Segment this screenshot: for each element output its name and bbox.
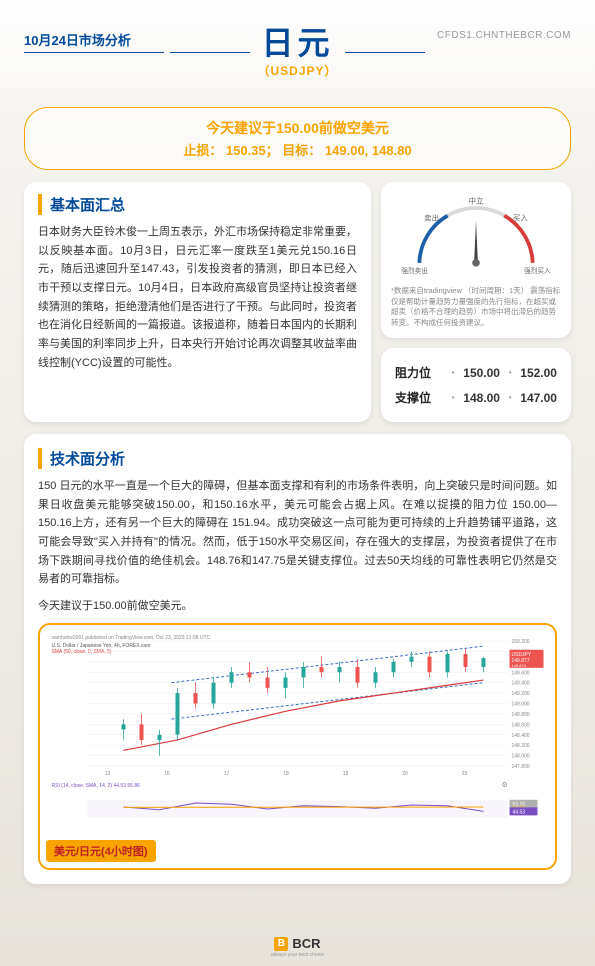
svg-text:148.600: 148.600	[512, 722, 530, 728]
svg-text:148.000: 148.000	[512, 754, 530, 760]
svg-text:samhohw2001 published on Tradi: samhohw2001 published on TradingView.com…	[52, 635, 211, 641]
svg-text:17: 17	[224, 771, 230, 777]
fundamental-card: 基本面汇总 日本财务大臣铃木俊一上周五表示，外汇市场保持稳定非常重要，以反映基本…	[24, 182, 371, 422]
svg-text:149.000: 149.000	[512, 702, 530, 708]
support-val-1: 148.00	[463, 391, 500, 405]
header: 10月24日市场分析 日元 （USDJPY） CFDS1.CHNTHEBCR.C…	[0, 0, 595, 87]
gauge-neutral-arc	[448, 208, 505, 216]
technical-summary: 今天建议于150.00前做空美元。	[38, 597, 557, 613]
gauge-label-neutral: 中立	[468, 195, 484, 205]
date-underline	[24, 52, 164, 53]
levels-card: 阻力位 • 150.00 • 152.00 支撑位 • 148.00 • 147…	[381, 348, 571, 422]
footer-logo: B BCR	[274, 936, 320, 951]
title-line-right	[345, 52, 425, 53]
svg-text:148.800: 148.800	[512, 712, 530, 718]
resistance-label: 阻力位	[395, 364, 443, 381]
gauge-label-buy: 买入	[513, 213, 529, 222]
svg-text:20: 20	[402, 771, 408, 777]
recommendation-line2: 止损： 150.35； 目标： 149.00, 148.80	[41, 140, 554, 159]
footer-sub: always your best choice	[0, 952, 595, 958]
fundamental-title: 基本面汇总	[38, 194, 357, 215]
svg-text:149.600: 149.600	[512, 670, 530, 676]
title-main: 日元	[198, 18, 398, 64]
gauge-label-strongsell: 强烈卖出	[401, 266, 427, 275]
dot: •	[452, 368, 455, 377]
chart-label-box: 美元/日元(4小时图)	[46, 840, 156, 862]
title-line-left	[170, 52, 250, 53]
support-val-2: 147.00	[520, 391, 557, 405]
mid-row: 基本面汇总 日本财务大臣铃木俊一上周五表示，外汇市场保持稳定非常重要，以反映基本…	[0, 182, 595, 422]
footer-icon: B	[274, 937, 288, 951]
support-row: 支撑位 • 148.00 • 147.00	[395, 385, 557, 410]
gauge-label-strongbuy: 强烈买入	[524, 266, 551, 275]
gauge-card: 中立 卖出 买入 强烈卖出 强烈买入 *数据来自tradingview （时间周…	[381, 182, 571, 338]
svg-text:18: 18	[283, 771, 289, 777]
gauge-buy-arc	[504, 216, 532, 263]
dot: •	[509, 393, 512, 402]
svg-text:RSI (14, close, SMA, 14, 2) 4: RSI (14, close, SMA, 14, 2) 44.53 55.86	[52, 783, 141, 789]
svg-text:⚙: ⚙	[502, 781, 508, 789]
chart-label: 美元/日元(4小时图)	[54, 846, 148, 858]
right-column: 中立 卖出 买入 强烈卖出 强烈买入 *数据来自tradingview （时间周…	[381, 182, 571, 422]
technical-body: 150 日元的水平一直是一个巨大的障碍，但基本面支撑和有利的市场条件表明，向上突…	[38, 477, 557, 589]
title-sub: （USDJPY）	[198, 62, 398, 79]
gauge-svg: 中立 卖出 买入 强烈卖出 强烈买入	[391, 192, 561, 277]
source-url: CFDS1.CHNTHEBCR.COM	[437, 30, 571, 41]
dot: •	[509, 368, 512, 377]
gauge-sell-arc	[419, 216, 447, 263]
svg-text:149.400: 149.400	[512, 681, 530, 687]
svg-text:16: 16	[164, 771, 170, 777]
price-chart: samhohw2001 published on TradingView.com…	[46, 631, 549, 831]
gauge-note: *数据来自tradingview （时间周期：1天） 震荡指标仅是帮助计量趋势力…	[391, 286, 561, 328]
footer: B BCR always your best choice	[0, 933, 595, 958]
title-block: 日元 （USDJPY）	[198, 18, 398, 79]
resistance-row: 阻力位 • 150.00 • 152.00	[395, 360, 557, 385]
gauge-needle	[474, 220, 478, 263]
svg-text:SMA (50, close, 0, SMA, 5): SMA (50, close, 0, SMA, 5)	[52, 649, 112, 655]
svg-text:147.800: 147.800	[512, 764, 530, 770]
svg-text:13: 13	[105, 771, 111, 777]
chart-wrap: samhohw2001 published on TradingView.com…	[38, 623, 557, 870]
svg-text:150.200: 150.200	[512, 639, 530, 645]
technical-title: 技术面分析	[38, 448, 557, 469]
resistance-val-2: 152.00	[520, 366, 557, 380]
recommendation-line1: 今天建议于150.00前做空美元	[41, 118, 554, 138]
gauge-pivot	[472, 259, 480, 267]
technical-card: 技术面分析 150 日元的水平一直是一个巨大的障碍，但基本面支撑和有利的市场条件…	[24, 434, 571, 884]
gauge-label-sell: 卖出	[424, 212, 439, 222]
svg-text:148.200: 148.200	[512, 743, 530, 749]
svg-text:19: 19	[343, 771, 349, 777]
footer-text: BCR	[292, 936, 320, 951]
date-label: 10月24日市场分析	[24, 30, 131, 49]
fundamental-body: 日本财务大臣铃木俊一上周五表示，外汇市场保持稳定非常重要，以反映基本面。10月3…	[38, 223, 357, 373]
support-label: 支撑位	[395, 389, 443, 406]
svg-text:148.400: 148.400	[512, 733, 530, 739]
svg-text:23: 23	[462, 771, 468, 777]
svg-text:149.874: 149.874	[512, 663, 527, 668]
svg-text:149.200: 149.200	[512, 691, 530, 697]
resistance-val-1: 150.00	[463, 366, 500, 380]
dot: •	[452, 393, 455, 402]
recommendation-box: 今天建议于150.00前做空美元 止损： 150.35； 目标： 149.00,…	[24, 107, 571, 170]
svg-text:44.53: 44.53	[513, 810, 526, 816]
